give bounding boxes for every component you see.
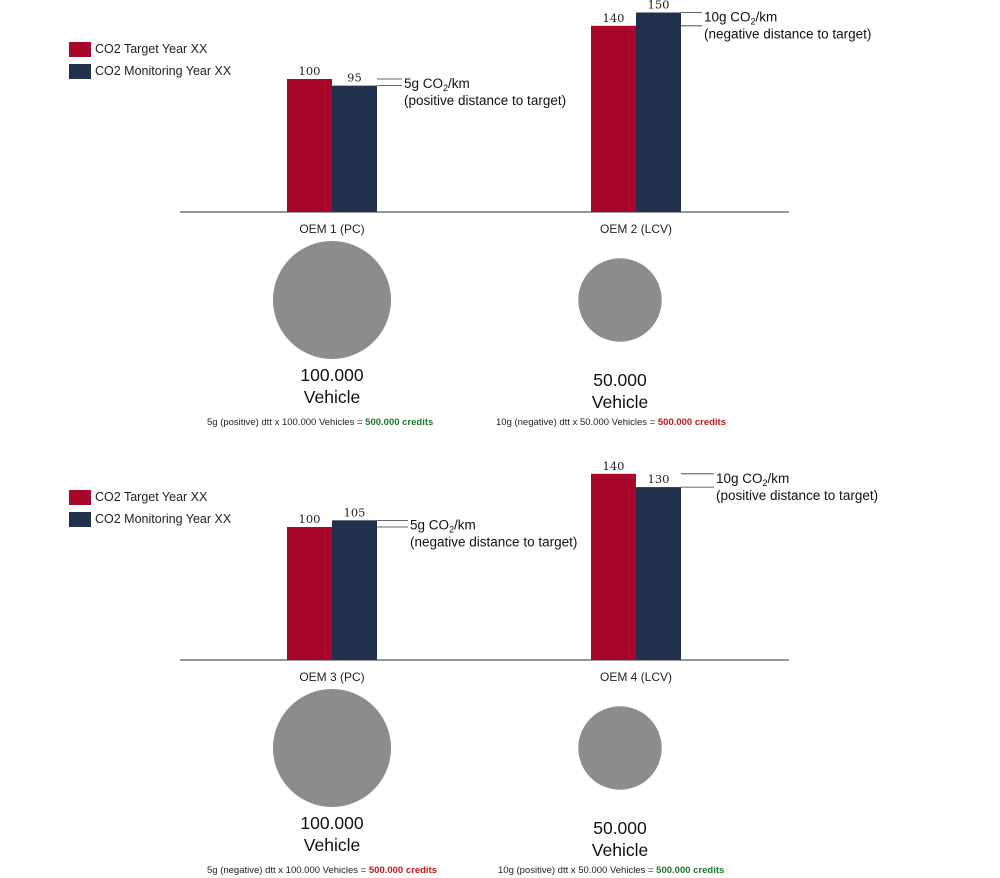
legend-panel-2: CO2 Target Year XX CO2 Monitoring Year X… [69, 486, 231, 530]
category-label: OEM 1 (PC) [299, 222, 364, 236]
data-label-target: 100 [299, 64, 321, 78]
bar-monitoring [332, 520, 377, 660]
vehicle-bubble [578, 258, 662, 342]
credit-formula-text: 5g (positive) dtt x 100.000 Vehicles = [207, 417, 366, 428]
annotation-distance: 5g CO2/km [404, 76, 470, 93]
bar-monitoring [636, 487, 681, 660]
data-label-monitoring: 130 [648, 472, 670, 486]
bar-monitoring [636, 12, 681, 212]
vehicle-count-number: 100.000 [300, 365, 364, 385]
bar-target [591, 25, 636, 212]
legend-swatch-target [69, 489, 91, 505]
legend-label-monitoring: CO2 Monitoring Year XX [95, 64, 232, 78]
data-label-monitoring: 105 [344, 505, 366, 519]
vehicle-count-number: 50.000 [593, 818, 647, 838]
data-label-target: 100 [299, 512, 321, 526]
legend-item-monitoring: CO2 Monitoring Year XX [69, 60, 231, 82]
vehicle-bubble [273, 689, 391, 807]
vehicle-count-unit: Vehicle [303, 387, 361, 407]
credit-result: 500.000 credits [368, 865, 438, 876]
vehicle-count-label: 50.000 Vehicle [540, 817, 700, 861]
credit-formula-text: 10g (positive) dtt x 50.000 Vehicles = [498, 865, 657, 876]
vehicle-count-label: 50.000 Vehicle [540, 369, 700, 413]
legend-label-monitoring: CO2 Monitoring Year XX [95, 512, 232, 526]
vehicle-count-label: 100.000 Vehicle [252, 364, 412, 408]
vehicle-count-number: 50.000 [593, 370, 647, 390]
data-label-target: 140 [603, 459, 625, 473]
legend-item-target: CO2 Target Year XX [69, 38, 231, 60]
vehicle-bubble [578, 706, 662, 790]
data-label-target: 140 [603, 11, 625, 25]
credit-formula: 5g (positive) dtt x 100.000 Vehicles = 5… [207, 417, 433, 428]
legend-item-target: CO2 Target Year XX [69, 486, 231, 508]
annotation-distance-note: (negative distance to target) [410, 534, 577, 549]
annotation-distance-note: (negative distance to target) [704, 27, 871, 42]
credit-formula-text: 5g (negative) dtt x 100.000 Vehicles = [207, 865, 369, 876]
legend-swatch-target [69, 41, 91, 57]
credit-result: 500.000 credits [656, 865, 725, 876]
category-label: OEM 2 (LCV) [600, 222, 672, 236]
bar-target [591, 473, 636, 660]
credit-result: 500.000 credits [365, 417, 434, 428]
vehicle-count-unit: Vehicle [591, 392, 649, 412]
legend-swatch-monitoring [69, 63, 91, 79]
vehicle-count-unit: Vehicle [591, 840, 649, 860]
category-label: OEM 3 (PC) [299, 670, 364, 684]
bar-monitoring [332, 85, 377, 212]
annotation-distance-note: (positive distance to target) [404, 93, 566, 108]
category-label: OEM 4 (LCV) [600, 670, 672, 684]
annotation-distance: 5g CO2/km [410, 517, 476, 534]
credit-formula: 5g (negative) dtt x 100.000 Vehicles = 5… [207, 865, 437, 876]
bar-target [287, 79, 332, 212]
vehicle-count-unit: Vehicle [303, 835, 361, 855]
legend-panel-1: CO2 Target Year XX CO2 Monitoring Year X… [69, 38, 231, 82]
legend-swatch-monitoring [69, 511, 91, 527]
data-label-monitoring: 150 [648, 0, 670, 12]
legend-item-monitoring: CO2 Monitoring Year XX [69, 508, 231, 530]
credit-formula: 10g (negative) dtt x 50.000 Vehicles = 5… [496, 417, 726, 428]
annotation-distance: 10g CO2/km [704, 10, 777, 27]
credit-formula-text: 10g (negative) dtt x 50.000 Vehicles = [496, 417, 658, 428]
credit-formula: 10g (positive) dtt x 50.000 Vehicles = 5… [498, 865, 724, 876]
legend-label-target: CO2 Target Year XX [95, 490, 208, 504]
credit-result: 500.000 credits [657, 417, 727, 428]
vehicle-count-label: 100.000 Vehicle [252, 812, 412, 856]
legend-label-target: CO2 Target Year XX [95, 42, 208, 56]
annotation-distance: 10g CO2/km [716, 471, 789, 488]
vehicle-count-number: 100.000 [300, 813, 364, 833]
annotation-distance-note: (positive distance to target) [716, 488, 878, 503]
bar-target [287, 527, 332, 660]
vehicle-bubble [273, 241, 391, 359]
data-label-monitoring: 95 [347, 71, 362, 85]
